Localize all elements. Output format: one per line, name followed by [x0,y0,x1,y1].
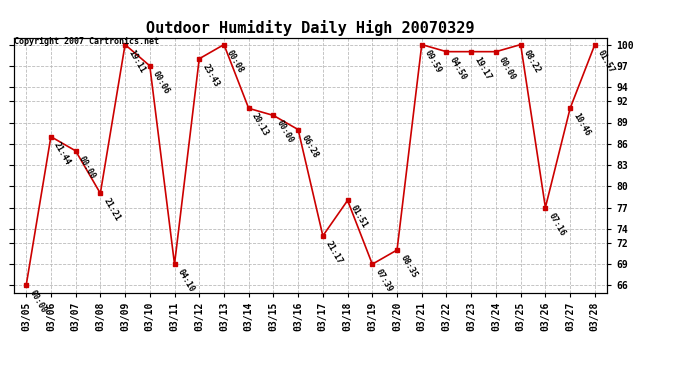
Text: 10:46: 10:46 [571,112,591,138]
Text: 00:00: 00:00 [275,119,295,145]
Text: 21:44: 21:44 [52,140,72,166]
Text: 00:06: 00:06 [151,69,171,96]
Text: 19:11: 19:11 [126,48,146,74]
Text: 21:21: 21:21 [101,197,122,223]
Text: 00:00: 00:00 [28,289,48,315]
Text: 23:43: 23:43 [201,62,221,88]
Text: 20:13: 20:13 [250,112,270,138]
Title: Outdoor Humidity Daily High 20070329: Outdoor Humidity Daily High 20070329 [146,20,475,36]
Text: 21:17: 21:17 [324,239,344,266]
Text: 00:00: 00:00 [77,154,97,180]
Text: 06:28: 06:28 [299,133,319,159]
Text: 07:39: 07:39 [373,268,394,294]
Text: 01:57: 01:57 [596,48,616,74]
Text: 19:17: 19:17 [473,55,493,81]
Text: 07:16: 07:16 [546,211,567,237]
Text: 08:22: 08:22 [522,48,542,74]
Text: 00:00: 00:00 [497,55,518,81]
Text: 08:35: 08:35 [398,254,419,280]
Text: 04:50: 04:50 [448,55,468,81]
Text: 01:51: 01:51 [349,204,369,230]
Text: 04:10: 04:10 [176,268,196,294]
Text: 09:59: 09:59 [423,48,443,74]
Text: 00:08: 00:08 [225,48,246,74]
Text: Copyright 2007 Cartronics.net: Copyright 2007 Cartronics.net [14,38,159,46]
